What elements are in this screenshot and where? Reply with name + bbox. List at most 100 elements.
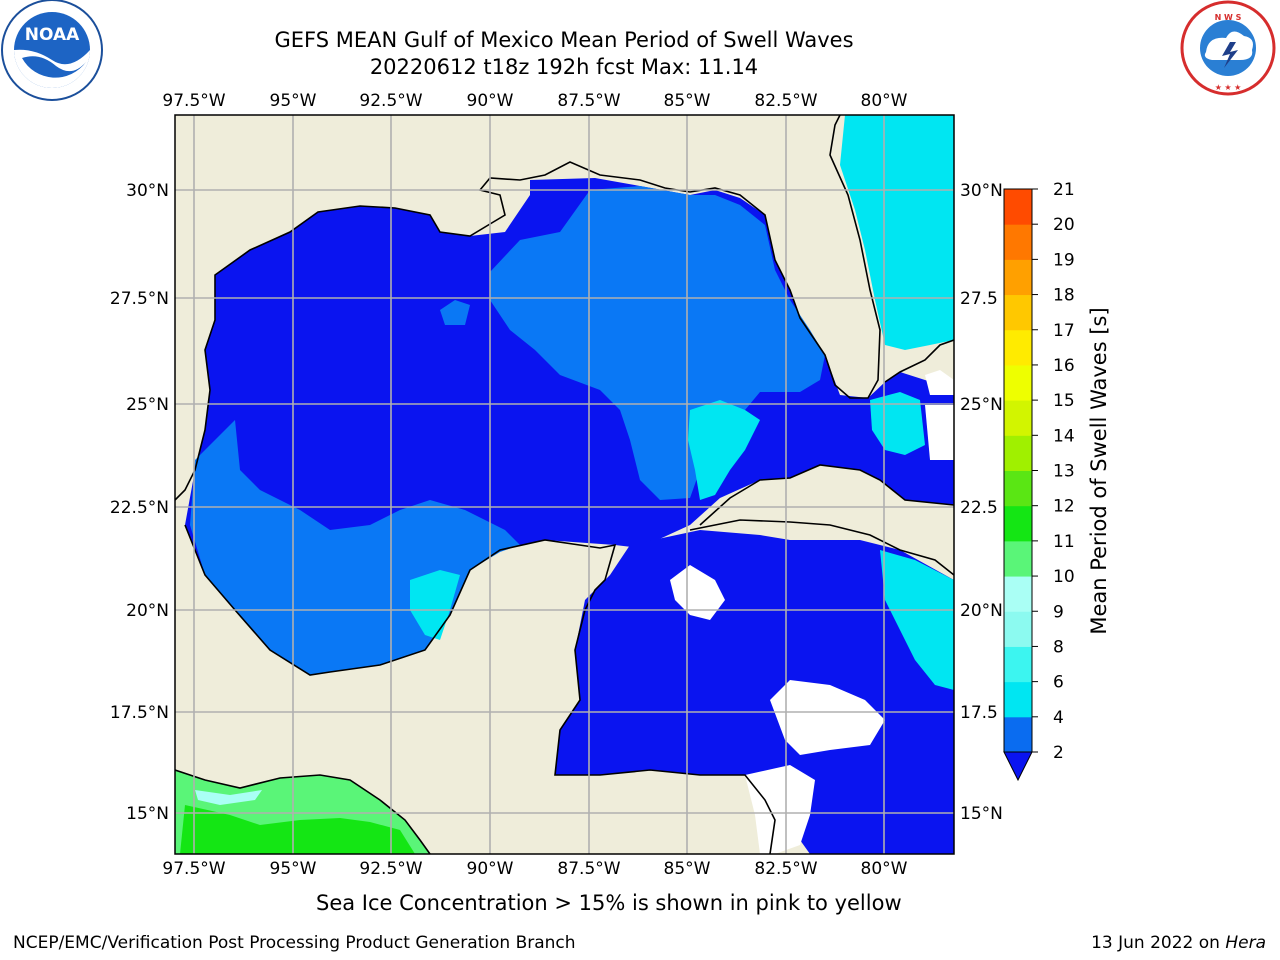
colorbar-tick-label: 4 [1053, 708, 1064, 728]
colorbar-tick-label: 19 [1053, 250, 1075, 270]
colorbar-tick-label: 2 [1053, 743, 1064, 763]
lon-label: 92.5°W [359, 91, 422, 111]
gridlines [175, 115, 954, 854]
colorbar-swatch [1004, 259, 1032, 296]
colorbar-swatch [1004, 716, 1032, 753]
colorbar: 2 4 6 8 9 10 11 12 13 14 15 16 17 18 19 20 21 Mean Perio… [1003, 180, 1111, 782]
colorbar-tick-label: 12 [1053, 497, 1075, 517]
colorbar-swatch [1004, 611, 1032, 647]
lon-label: 90°W [467, 859, 514, 879]
lat-label: 30°N [126, 181, 169, 201]
colorbar-under-triangle [1003, 751, 1033, 782]
lat-label: 25°N [126, 395, 169, 415]
colorbar-swatch [1004, 329, 1032, 366]
colorbar-tick-label: 13 [1053, 462, 1075, 482]
lat-label: 27.5 [960, 289, 998, 309]
svg-text:N W S: N W S [1215, 13, 1242, 22]
colorbar-tick-label: 10 [1053, 567, 1075, 587]
lon-label: 87.5°W [557, 91, 620, 111]
colorbar-label: Mean Period of Swell Waves [s] [1087, 307, 1111, 634]
lon-label: 87.5°W [557, 859, 620, 879]
colorbar-tick-label: 8 [1053, 637, 1064, 657]
colorbar-swatch [1004, 470, 1032, 507]
svg-text:★ ★ ★: ★ ★ ★ [1215, 83, 1242, 92]
no-data-patch-1 [670, 565, 725, 620]
pacific-water-pale [195, 790, 262, 805]
swell-region-cyan-atlantic [840, 115, 954, 350]
colorbar-tick-label: 14 [1053, 426, 1075, 446]
colorbar-tick-label: 9 [1053, 602, 1064, 622]
colorbar-swatch [1004, 681, 1032, 718]
lon-label: 85°W [664, 859, 711, 879]
no-data-patch-2 [770, 680, 885, 755]
lat-labels-left: 30°N 27.5°N 25°N 22.5°N 20°N 17.5°N 15°N [110, 181, 169, 824]
colorbar-swatch [1004, 576, 1032, 612]
map-title: GEFS MEAN Gulf of Mexico Mean Period of … [274, 28, 854, 52]
footer-date-text: 13 Jun 2022 on [1091, 933, 1220, 953]
lon-label: 80°W [861, 91, 908, 111]
lat-label: 15°N [126, 804, 169, 824]
caribbean-water [555, 530, 954, 854]
lon-label: 97.5°W [162, 859, 225, 879]
colorbar-swatch [1004, 364, 1032, 401]
footer-credit: NCEP/EMC/Verification Post Processing Pr… [13, 933, 576, 953]
lon-label: 95°W [270, 91, 317, 111]
lat-label: 17.5 [960, 703, 998, 723]
lat-label: 15°N [960, 804, 1003, 824]
colorbar-swatch [1004, 646, 1032, 683]
swell-region-cyan-campeche [410, 570, 460, 640]
colorbar-tick-label: 15 [1053, 391, 1075, 411]
lon-label: 90°W [467, 91, 514, 111]
lon-labels-bottom: 97.5°W 95°W 92.5°W 90°W 87.5°W 85°W 82.5… [162, 859, 907, 879]
colorbar-tick-label: 6 [1053, 673, 1064, 693]
colorbar-swatches [1004, 189, 1032, 753]
colorbar-tick-label: 16 [1053, 356, 1075, 376]
swell-region-cyan-yucatan [688, 400, 760, 500]
no-data-patch-3 [745, 765, 815, 854]
colorbar-tick-label: 21 [1053, 180, 1075, 200]
sea-ice-note: Sea Ice Concentration > 15% is shown in … [316, 891, 902, 915]
colorbar-tick-label: 18 [1053, 286, 1075, 306]
lat-label: 22.5°N [110, 498, 169, 518]
pacific-water-bright [180, 805, 415, 854]
lat-label: 17.5°N [110, 703, 169, 723]
colorbar-tick-label: 11 [1053, 532, 1075, 552]
swell-region-cyan-bahamas [880, 550, 954, 690]
map-plot-area [175, 115, 954, 854]
colorbar-swatch [1004, 435, 1032, 471]
footer-date: 13 Jun 2022 on Hera [1091, 933, 1266, 953]
colorbar-tick-label: 17 [1053, 321, 1075, 341]
colorbar-swatch [1004, 294, 1032, 331]
lat-label: 20°N [126, 601, 169, 621]
lon-label: 95°W [270, 859, 317, 879]
colorbar-swatch [1004, 400, 1032, 436]
colorbar-ticks: 2 4 6 8 9 10 11 12 13 14 15 16 17 18 19 20 21 [1032, 180, 1075, 763]
noaa-logo-icon: NOAA [1, 0, 103, 101]
map-frame [174, 114, 955, 855]
lon-label: 85°W [664, 91, 711, 111]
colorbar-swatch [1004, 224, 1032, 260]
footer-machine: Hera [1225, 933, 1266, 953]
lat-label: 22.5 [960, 498, 998, 518]
lon-label: 80°W [861, 859, 908, 879]
lat-labels-right: 30°N 27.5 25°N 22.5 20°N 17.5 15°N [960, 181, 1003, 824]
coastlines [175, 115, 954, 854]
swell-region-blue-east [490, 186, 825, 500]
lat-label: 27.5°N [110, 289, 169, 309]
lat-label: 25°N [960, 395, 1003, 415]
colorbar-swatch [1004, 189, 1032, 225]
swell-region-blue-patch [440, 300, 470, 325]
lat-label: 30°N [960, 181, 1003, 201]
colorbar-swatch [1004, 505, 1032, 542]
no-data-patch-5 [925, 405, 954, 460]
lon-labels-top: 97.5°W 95°W 92.5°W 90°W 87.5°W 85°W 82.5… [162, 91, 907, 111]
no-data-patch-4 [925, 370, 954, 395]
lon-label: 82.5°W [754, 91, 817, 111]
national-weather-service-logo-icon: N W S ★ ★ ★ [1180, 0, 1276, 96]
map-subtitle: 20220612 t18z 192h fcst Max: 11.14 [369, 55, 759, 79]
lon-label: 97.5°W [162, 91, 225, 111]
lon-label: 82.5°W [754, 859, 817, 879]
lat-label: 20°N [960, 601, 1003, 621]
noaa-logo-text: NOAA [25, 25, 80, 45]
